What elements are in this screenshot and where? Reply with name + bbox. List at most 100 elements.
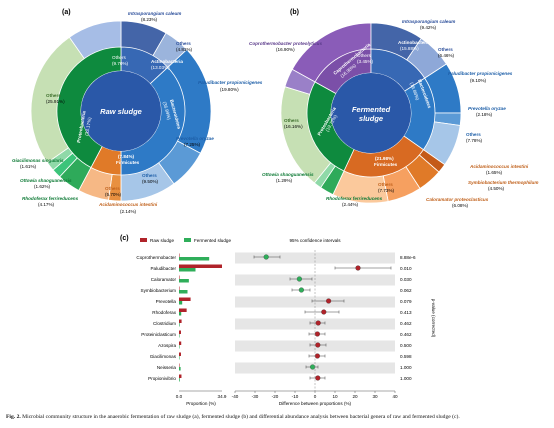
bar-fermented (179, 367, 181, 371)
right-tick-label: 30 (372, 394, 378, 399)
b-pct-intrasporangium: (9.42%) (420, 25, 437, 30)
caption-figure-number: Fig. 2. (6, 414, 21, 420)
left-tick-0: 0.0 (176, 394, 183, 399)
p-value-label: 1.000 (400, 365, 412, 370)
b-label-acidaminococcus: Acidaminococcus intestini (469, 164, 529, 169)
legend-fermented-swatch (184, 238, 191, 242)
genus-tick-label: Symbiobacterium (141, 288, 177, 293)
a-label-others-firmi: Others (105, 186, 120, 191)
donut-chart-raw (30, 20, 212, 202)
a-pct-paludibacter: (19.80%) (220, 87, 239, 92)
b-label-others-top: Others (357, 53, 371, 58)
donut-b-center-line2: sludge (359, 114, 383, 123)
bar-raw (179, 352, 181, 356)
b-pct-acidaminococcus: (1.65%) (486, 170, 503, 175)
genus-tick-label: Azospira (158, 343, 176, 348)
right-tick-label: 40 (392, 394, 398, 399)
a-label-rhodoferax: Rhodoferax ferrireducens (22, 196, 79, 201)
a-phylum-actino-pct: (13.03%) (151, 65, 170, 70)
b-label-caloramator: Caloramator proteoclasticus (426, 197, 489, 202)
a-label-paludibacter: Paludibacter propionicigenes (198, 80, 263, 85)
p-value-label: 0.010 (400, 266, 412, 271)
caption-text: Microbial community structure in the ana… (20, 414, 460, 420)
right-tick-label: 10 (332, 394, 338, 399)
a-label-giacilimonas: Giacilimonas singularis (12, 158, 64, 163)
p-value-label: 0.030 (400, 277, 412, 282)
b-label-others-bactero: Others (466, 132, 481, 137)
panel-a-label: (a) (62, 9, 71, 16)
b-label-coprothermobacter: Coprothermobacter proteolyticus (249, 41, 322, 46)
b-pct-caloramator: (6.08%) (452, 203, 469, 208)
difference-point (314, 331, 320, 337)
p-value-label: 0.413 (400, 310, 412, 315)
bar-fermented (179, 312, 182, 316)
difference-point (321, 309, 327, 315)
b-pct-others-top: (3.45%) (357, 59, 374, 64)
bar-fermented (179, 290, 188, 294)
b-phylum-bactero-pct: (18.86%) (409, 82, 420, 102)
a-pct-others-bactero: (9.50%) (142, 179, 159, 184)
difference-point (298, 287, 304, 293)
a-label-intrasporangium: Intrasporangium caleum (128, 11, 181, 16)
b-pct-ottowia: (1.29%) (276, 178, 293, 183)
a-pct-ottowia: (1.62%) (34, 184, 51, 189)
panel-b: (b) Fermented sludge Intrasporangium cal… (249, 9, 538, 208)
a-pct-acidaminococcus: (2.14%) (120, 209, 137, 214)
bar-raw (179, 319, 182, 323)
genus-tick-label: Clostridium (153, 321, 176, 326)
a-phylum-firmi: Firmicutes (116, 160, 140, 165)
donut-b-center-line1: Fermented (352, 105, 391, 114)
p-value-label: 0.079 (400, 299, 412, 304)
p-value-label: 0.500 (400, 343, 412, 348)
row-band (235, 362, 395, 374)
legend-fermented-label: Fermented sludge (194, 238, 231, 243)
b-label-intrasporangium: Intrasporangium caleum (402, 19, 455, 24)
a-pct-others-top: (9.70%) (112, 61, 129, 66)
bar-fermented (179, 334, 180, 338)
b-phylum-actino: Actinobacteria (398, 40, 430, 45)
a-pct-others-proteo: (25.91%) (46, 99, 65, 104)
genus-tick-label: Coprothermobacter (136, 255, 176, 260)
a-label-others-top: Others (112, 55, 126, 60)
genus-tick-label: Paludibacter (150, 266, 176, 271)
figure-caption: Fig. 2. Microbial community structure in… (6, 414, 550, 421)
bar-raw (179, 363, 180, 367)
a-pct-rhodoferax: (4.17%) (38, 202, 55, 207)
donut-a-center-label: Raw sludge (100, 107, 142, 116)
bar-fermented (179, 279, 189, 283)
a-label-others-bactero: Others (142, 173, 157, 178)
difference-point (315, 342, 321, 348)
genus-tick-label: Neisseria (157, 365, 177, 370)
bar-fermented (179, 345, 180, 349)
a-pct-intrasporangium: (8.23%) (141, 17, 158, 22)
b-pct-rhodoferax: (2.44%) (342, 202, 359, 207)
right-axis-ticks: -40 -30 -20 -10 0 10 20 30 40 (232, 391, 398, 399)
a-label-prevotella: Prevotella oryzae (176, 136, 214, 141)
a-pct-giacilimonas: (1.61%) (20, 164, 37, 169)
right-tick-label: -10 (292, 394, 299, 399)
b-pct-others-proteo: (16.16%) (284, 124, 303, 129)
donut-center (81, 71, 161, 151)
ci-title: 95% confidence intervals (289, 238, 341, 243)
panel-a: (a) Raw sludge Intrasporangium caleum (8… (12, 9, 263, 214)
difference-point (314, 353, 320, 359)
b-label-others-firmi: Others (378, 182, 393, 187)
p-value-label: 8.88e-6 (400, 255, 416, 260)
p-value-label: 1.000 (400, 376, 412, 381)
difference-point (355, 265, 361, 271)
legend-raw-label: Raw sludge (150, 238, 174, 243)
a-label-others-actino: Others (176, 41, 191, 46)
a-phylum-actino: Actinobacteria (151, 59, 183, 64)
donut-center (331, 73, 411, 153)
b-label-prevotella: Prevotella oryzae (468, 106, 506, 111)
panel-b-label: (b) (290, 9, 299, 16)
genus-tick-label: Propionivibrio (148, 376, 176, 381)
b-pct-coprothermobacter: (16.90%) (276, 47, 295, 52)
a-label-acidaminococcus: Acidaminococcus intestini (98, 202, 158, 207)
b-label-paludibacter: Paludibacter propionicigenes (448, 71, 513, 76)
genus-tick-label: Giacilimonas (150, 354, 177, 359)
left-tick-max: 34.9 (218, 394, 227, 399)
genus-tick-label: Prevotella (156, 299, 177, 304)
b-phylum-firmi-pct: (21.98%) (375, 156, 394, 161)
